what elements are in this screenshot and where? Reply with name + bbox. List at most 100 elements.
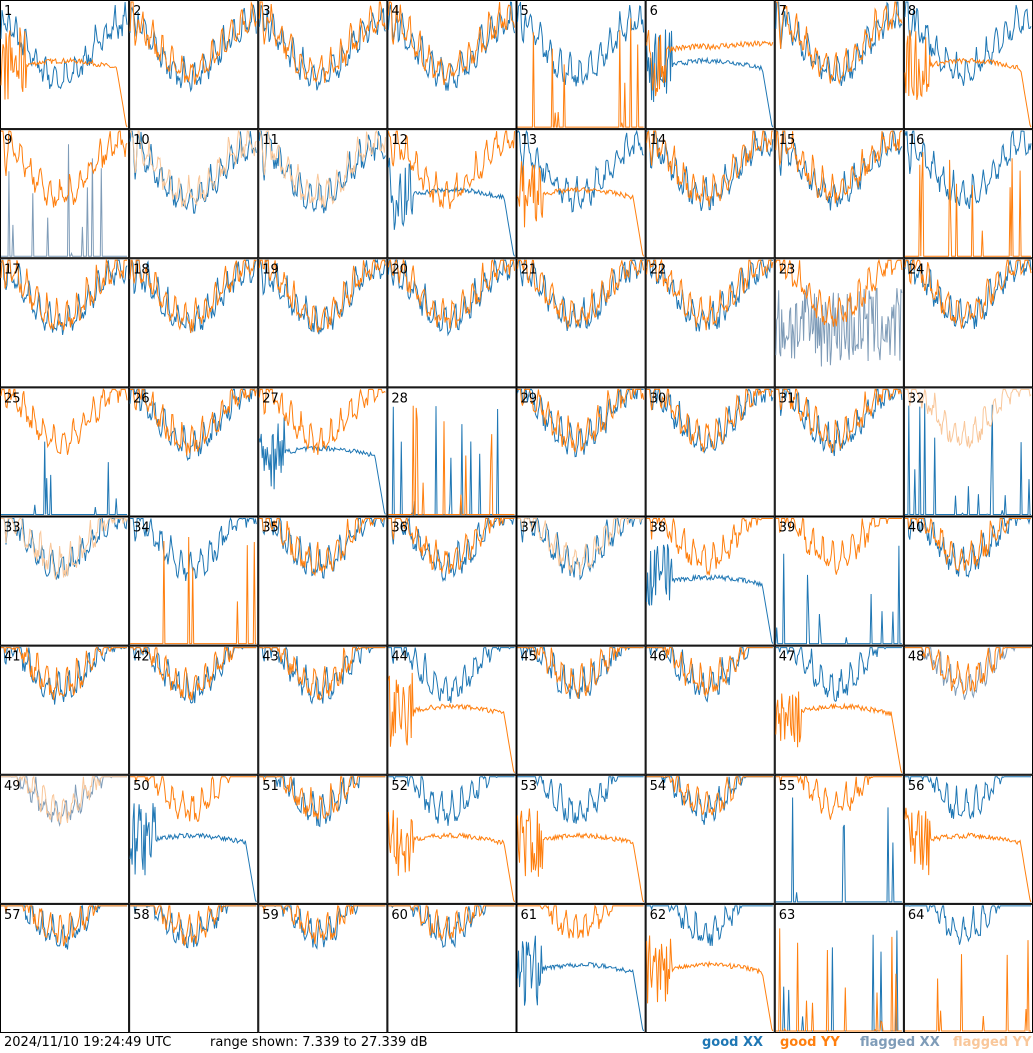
panel-frame — [903, 516, 1033, 646]
series-xx-64 — [904, 904, 1031, 945]
series-xx-32 — [904, 403, 1031, 515]
series-xx-8 — [904, 1, 1032, 86]
series-xx-11 — [258, 130, 386, 214]
panel-63: 63 — [774, 903, 904, 1033]
panel-label: 7 — [779, 4, 787, 19]
panel-label: 22 — [650, 262, 667, 277]
series-xx-55 — [775, 797, 902, 903]
series-yy-39 — [775, 517, 902, 575]
panel-57: 57 — [0, 903, 130, 1033]
series-xx-9 — [1, 144, 128, 257]
series-yy-51 — [259, 775, 386, 820]
series-yy-8 — [904, 30, 1032, 128]
panel-label: 6 — [650, 4, 658, 19]
legend-flagged-yy: flagged YY — [953, 1035, 1032, 1050]
panel-19: 19 — [258, 258, 388, 388]
panel-label: 15 — [779, 133, 796, 148]
series-xx-27 — [258, 417, 386, 515]
series-xx-44 — [388, 646, 515, 703]
panel-frame — [258, 645, 388, 775]
series-yy-12 — [387, 130, 515, 210]
series-yy-50 — [130, 775, 257, 823]
panel-45: 45 — [516, 645, 646, 775]
panel-30: 30 — [645, 387, 775, 517]
series-xx-12 — [387, 157, 515, 257]
series-yy-25 — [0, 388, 128, 455]
panel-frame — [516, 516, 646, 646]
series-xx-20 — [387, 258, 515, 337]
panel-6: 6 — [645, 0, 775, 130]
series-yy-14 — [646, 130, 773, 207]
panel-label: 28 — [391, 391, 408, 406]
panel-14: 14 — [645, 129, 775, 259]
series-yy-38 — [646, 517, 773, 576]
series-yy-61 — [517, 904, 644, 940]
series-xx-36 — [388, 516, 515, 583]
panel-2: 2 — [129, 0, 259, 130]
panel-label: 53 — [521, 779, 538, 794]
panel-23: 23 — [774, 258, 904, 388]
panel-frame — [387, 129, 517, 259]
timestamp: 2024/11/10 19:24:49 UTC — [4, 1035, 172, 1050]
series-yy-18 — [129, 259, 257, 334]
series-xx-31 — [775, 388, 903, 457]
series-yy-20 — [387, 258, 515, 329]
series-yy-48 — [904, 646, 1031, 695]
panel-label: 58 — [133, 908, 150, 923]
panel-label: 23 — [779, 262, 796, 277]
panel-label: 29 — [521, 391, 538, 406]
panel-43: 43 — [258, 645, 388, 775]
footer-bar: 2024/11/10 19:24:49 UTC range shown: 7.3… — [0, 1033, 1033, 1053]
panel-32: 32 — [903, 387, 1033, 517]
panel-13: 13 — [516, 129, 646, 259]
panel-label: 9 — [4, 133, 12, 148]
panel-25: 25 — [0, 387, 130, 517]
panel-label: 31 — [779, 391, 796, 406]
panel-frame — [129, 774, 259, 904]
series-yy-28 — [388, 405, 515, 515]
series-yy-47 — [775, 691, 903, 774]
series-xx-5 — [517, 1, 645, 87]
panel-label: 13 — [521, 133, 538, 148]
panel-27: 27 — [258, 387, 388, 517]
series-yy-27 — [258, 388, 386, 455]
panel-frame — [0, 516, 130, 646]
panel-label: 63 — [779, 908, 796, 923]
panel-label: 35 — [262, 521, 279, 536]
panel-38: 38 — [645, 516, 775, 646]
series-xx-52 — [388, 775, 515, 826]
panel-frame — [387, 903, 517, 1033]
panel-16: 16 — [903, 129, 1033, 259]
panel-24: 24 — [903, 258, 1033, 388]
panel-frame — [774, 903, 904, 1033]
series-yy-30 — [646, 388, 774, 453]
panel-frame — [129, 387, 259, 517]
panel-10: 10 — [129, 129, 259, 259]
panel-label: 39 — [779, 521, 796, 536]
panel-58: 58 — [129, 903, 259, 1033]
panel-label: 5 — [521, 4, 529, 19]
series-xx-25 — [1, 441, 128, 515]
panel-label: 25 — [4, 391, 21, 406]
panel-36: 36 — [387, 516, 517, 646]
panel-11: 11 — [258, 129, 388, 259]
series-yy-26 — [129, 388, 257, 456]
series-yy-34 — [130, 536, 257, 645]
legend-good-xx: good XX — [702, 1035, 764, 1050]
series-xx-38 — [646, 544, 774, 644]
panel-frame — [645, 387, 775, 517]
series-yy-44 — [387, 672, 515, 774]
panel-frame — [903, 903, 1033, 1033]
legend-good-yy: good YY — [780, 1035, 840, 1050]
series-yy-3 — [258, 1, 386, 84]
panel-label: 62 — [650, 908, 667, 923]
panel-label: 55 — [779, 779, 796, 794]
panel-33: 33 — [0, 516, 130, 646]
panel-frame — [774, 774, 904, 904]
series-yy-46 — [646, 647, 773, 697]
panel-51: 51 — [258, 774, 388, 904]
panel-44: 44 — [387, 645, 517, 775]
panel-label: 3 — [262, 4, 270, 19]
series-yy-62 — [646, 935, 774, 1032]
series-yy-37 — [517, 517, 644, 575]
